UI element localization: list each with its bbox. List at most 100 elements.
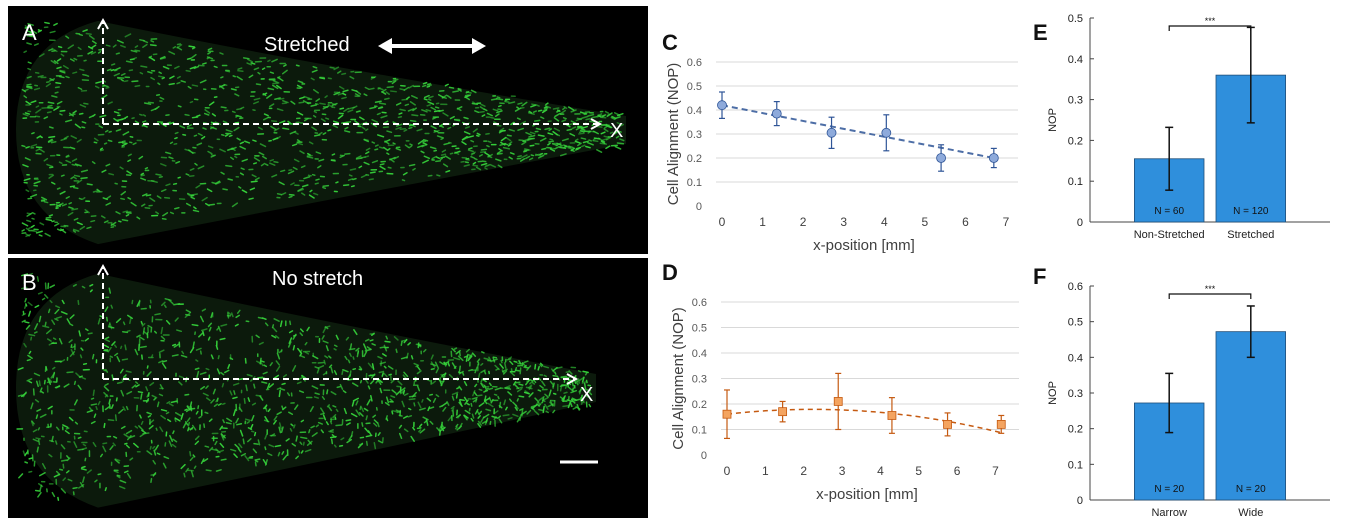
chart-d-ytick-label: 0.6 [692,297,707,309]
chart-d-ylabel: Cell Alignment (NOP) [670,307,687,450]
chart-c: C 0 0.1 0.2 0.3 0.4 0.5 0.6 0 1 2 3 4 5 6 7 x-position … [655,30,1020,270]
micrograph-b-canvas [16,263,598,508]
chart-d-data-point [833,397,843,406]
chart-d-data-point [778,407,788,417]
chart-f-plot: 0 0.1 0.2 0.3 0.4 0.5 0.6 N = 20 Narrow N = 20 Wid… [1047,281,1330,519]
chart-c-xtick-label: 3 [840,215,847,229]
chart-e-significance-bracket [1168,25,1252,31]
chart-c-data-point [717,100,727,111]
chart-c-data-point [988,153,999,163]
chart-e-plot: 0 0.1 0.2 0.3 0.4 0.5 N = 60 Non-Stretched N = 1… [1047,13,1330,241]
chart-d-xtick-label: 3 [839,464,846,478]
chart-c-xtick-label: 0 [719,215,726,229]
micrograph-a-y-arrowhead [97,17,109,30]
chart-c-data-point [826,127,837,138]
chart-f-ytick-label: 0.4 [1068,352,1083,364]
chart-d-data-point [887,411,897,420]
chart-d-ytick-label: 0 [701,450,707,462]
chart-e-n-label: N = 60 [1154,206,1184,217]
stretched-label: Stretched [264,34,350,56]
chart-c-xtick-label: 4 [881,215,888,229]
micrograph-b-y-arrowhead [97,263,109,276]
chart-f-ylabel: NOP [1047,381,1059,405]
chart-f-n-label: N = 20 [1154,484,1184,495]
chart-d-xlabel: x-position [mm] [816,486,918,503]
chart-d-xtick-label: 6 [954,464,961,478]
no-stretch-label: No stretch [272,268,364,290]
chart-e: E 0 0.1 0.2 0.3 0.4 0.5 N = 60 Non-Stretched N =… [1030,6,1360,252]
chart-d-xtick-label: 0 [724,464,731,478]
panel-letter-e: E [1033,20,1048,45]
chart-d-data-point [996,419,1006,429]
chart-e-ytick-label: 0.5 [1068,13,1083,25]
chart-c-plot: 0 0.1 0.2 0.3 0.4 0.5 0.6 0 1 2 3 4 5 6 7 x-position [m… [665,57,1018,254]
chart-c-xtick-label: 6 [962,215,969,229]
chart-f-ytick-label: 0.6 [1068,281,1083,293]
chart-f-bar [1215,331,1286,501]
chart-e-ytick-label: 0 [1077,217,1083,229]
stretch-arrowhead-right [472,38,486,54]
stretch-arrowhead-left [378,38,392,54]
micrograph-b-cells [16,272,593,501]
chart-d-xtick-label: 1 [762,464,769,478]
panel-letter-a: A [22,20,37,45]
chart-d-data-point [722,409,732,419]
chart-c-ytick-label: 0.1 [687,177,702,189]
chart-d: D 0 0.1 0.2 0.3 0.4 0.5 0.6 0 1 2 3 4 5 6 7 x-position … [655,260,1020,526]
micrograph-a-cells [21,21,625,238]
chart-e-ytick-label: 0.1 [1068,176,1083,188]
panel-letter-d: D [662,260,678,285]
chart-c-ytick-label: 0.2 [687,153,702,165]
chart-f-n-label: N = 20 [1236,484,1266,495]
micrograph-a-x-arrowhead [590,118,603,130]
micrograph-a-canvas [16,17,626,245]
x-axis-label-b: X [580,384,594,406]
chart-c-data-point [881,127,892,138]
chart-c-data-point [771,108,782,119]
chart-f-significance-label: *** [1205,284,1216,294]
chart-f-significance-bracket [1168,293,1252,299]
chart-f-category-label: Narrow [1151,507,1187,519]
chart-d-ytick-label: 0.5 [692,323,707,335]
chart-c-xtick-label: 5 [922,215,929,229]
panel-letter-b: B [22,270,37,295]
chart-d-xtick-label: 5 [915,464,922,478]
chart-d-xtick-label: 7 [992,464,999,478]
chart-d-data-point [943,419,952,429]
chart-d-plot: 0 0.1 0.2 0.3 0.4 0.5 0.6 0 1 2 3 4 5 6 7 x-position [m… [670,297,1019,503]
chart-c-ytick-label: 0.3 [687,129,702,141]
chart-f-ytick-label: 0.3 [1068,388,1083,400]
chart-c-xlabel: x-position [mm] [813,237,915,254]
chart-c-ytick-label: 0 [696,201,702,213]
chart-e-category-label: Non-Stretched [1134,229,1205,241]
chart-e-category-label: Stretched [1227,229,1274,241]
micrograph-b-x-arrowhead [566,373,579,385]
chart-e-ytick-label: 0.3 [1068,95,1083,107]
chart-e-ytick-label: 0.4 [1068,54,1083,66]
chart-c-data-point [936,153,946,163]
chart-d-ytick-label: 0.2 [692,399,707,411]
chart-d-ytick-label: 0.4 [692,348,707,360]
chart-c-xtick-label: 7 [1003,215,1010,229]
chart-f-ytick-label: 0 [1077,495,1083,507]
panel-letter-f: F [1033,264,1047,289]
chart-f: F 0 0.1 0.2 0.3 0.4 0.5 0.6 N = 20 Narrow N = 20 W… [1030,262,1360,526]
chart-f-ytick-label: 0.1 [1068,459,1083,471]
chart-e-n-label: N = 120 [1233,206,1269,217]
chart-d-xtick-label: 4 [877,464,884,478]
chart-c-xtick-label: 2 [800,215,807,229]
chart-c-ytick-label: 0.4 [687,105,702,117]
micrograph-no-stretch: B No stretch X [8,258,648,518]
chart-c-xtick-label: 1 [759,215,766,229]
chart-d-trend-line [726,408,1002,434]
chart-f-ytick-label: 0.2 [1068,424,1083,436]
chart-f-category-label: Wide [1238,507,1263,519]
chart-c-trend-line [721,104,995,159]
chart-c-ylabel: Cell Alignment (NOP) [665,63,682,206]
chart-d-xtick-label: 2 [800,464,807,478]
micrograph-stretched: A Stretched X [8,6,648,254]
chart-e-significance-label: *** [1205,16,1216,26]
chart-f-ytick-label: 0.5 [1068,317,1083,329]
x-axis-label-a: X [610,120,624,142]
chart-e-ylabel: NOP [1047,108,1059,132]
